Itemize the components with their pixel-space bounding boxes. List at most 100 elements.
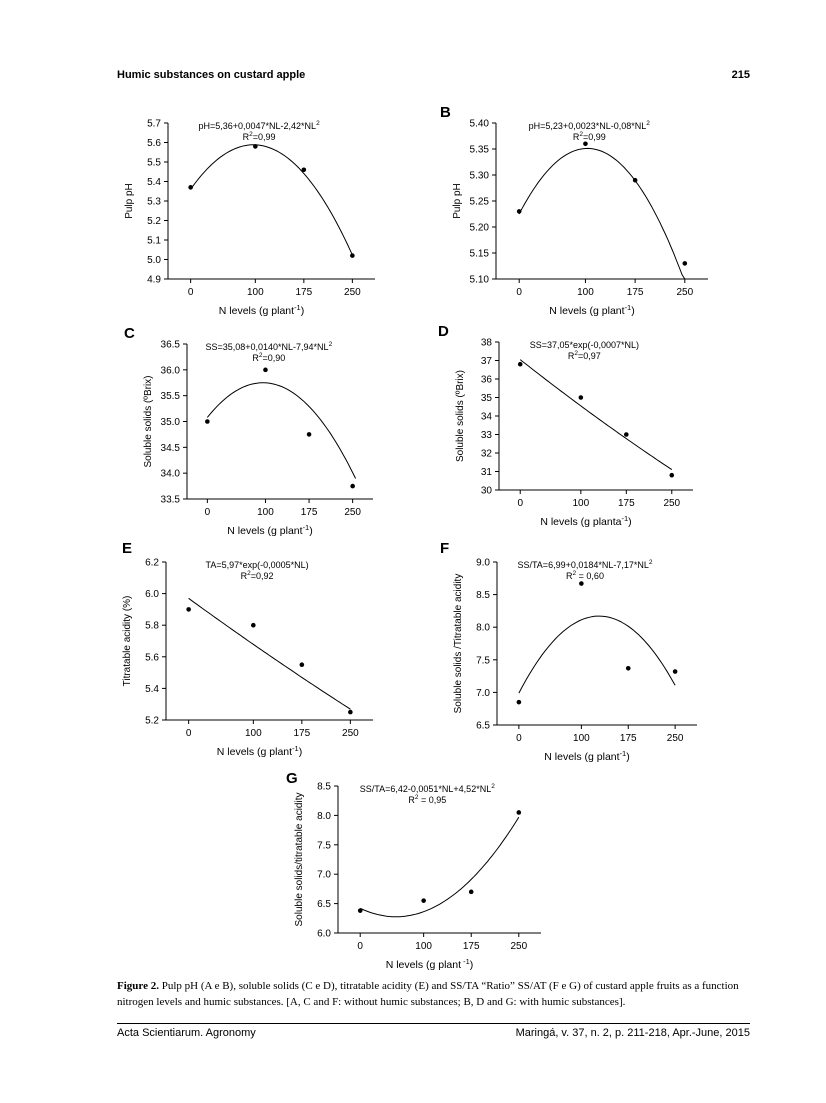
panel-g-x-tick-label: 250 bbox=[510, 941, 527, 952]
panel-a-y-tick-label: 5.2 bbox=[147, 216, 161, 227]
panel-d-data-point bbox=[517, 361, 523, 367]
running-head: Humic substances on custard apple 215 bbox=[117, 69, 750, 85]
panel-e-y-tick-label: 5.4 bbox=[145, 684, 159, 695]
panel-c-y-tick-label: 34.5 bbox=[161, 443, 181, 454]
panel-f-x-tick-label: 250 bbox=[667, 733, 684, 744]
panel-e-y-tick-label: 6.0 bbox=[145, 589, 159, 600]
panel-c-data-point bbox=[306, 432, 312, 437]
panel-c-y-tick-label: 36.5 bbox=[161, 340, 181, 351]
panel-b-y-tick-label: 5.40 bbox=[470, 119, 490, 130]
panel-f-y-tick-label: 9.0 bbox=[476, 558, 490, 569]
panel-a-equation: pH=5,36+0,0047*NL-2,42*NL2 bbox=[198, 120, 320, 131]
panel-f-equation: SS/TA=6,99+0,0184*NL-7,17*NL2 bbox=[517, 559, 652, 570]
panel-e-fit-curve bbox=[188, 597, 351, 710]
panel-b-data-point bbox=[632, 177, 638, 183]
panel-e-x-tick-label: 0 bbox=[186, 728, 192, 739]
page-number: 215 bbox=[731, 69, 750, 81]
panel-g-data-point bbox=[516, 810, 522, 815]
panel-c-y-tick-label: 35.5 bbox=[161, 391, 181, 402]
panel-f-y-tick-label: 7.0 bbox=[476, 688, 490, 699]
panel-b-y-tick-label: 5.30 bbox=[470, 171, 490, 182]
panel-f-fit-curve bbox=[518, 615, 676, 694]
panel-a-chart: 4.9 5.0 5.1 5.2 5.3 5.4 5.5 5.6 5.7 0 100 175 250 N l… bbox=[124, 119, 375, 317]
panel-f-y-axis-label: Soluble solids /Titratable acidity bbox=[453, 574, 464, 714]
panel-c-x-tick-label: 0 bbox=[205, 507, 211, 518]
panel-a-y-tick-label: 5.1 bbox=[147, 236, 161, 247]
panel-b-x-tick-label: 250 bbox=[676, 287, 693, 298]
panel-d-y-tick-label: 35 bbox=[481, 393, 493, 404]
panel-a-y-tick-label: 5.5 bbox=[147, 158, 161, 169]
panel-d-fit-curve bbox=[519, 359, 673, 471]
panel-g-data-point bbox=[357, 908, 363, 913]
panel-g-x-axis-label: N levels (g plant -1) bbox=[386, 957, 474, 971]
panel-c-equation: SS=35,08+0,0140*NL-7,94*NL2 bbox=[205, 341, 332, 352]
panel-d-x-tick-label: 250 bbox=[663, 498, 680, 509]
panel-b-y-tick-label: 5.35 bbox=[470, 145, 490, 156]
panel-c-r-squared: R2=0,90 bbox=[252, 352, 285, 363]
panel-f-chart: 6.5 7.0 7.5 8.0 8.5 9.0 0 100 175 250 N levels (g … bbox=[440, 540, 697, 763]
panel-c-y-tick-label: 34.0 bbox=[161, 469, 181, 480]
panel-b-x-tick-label: 175 bbox=[627, 287, 644, 298]
panel-a-y-tick-label: 5.4 bbox=[147, 177, 161, 188]
panel-a-y-tick-label: 5.3 bbox=[147, 197, 161, 208]
panel-a-x-tick-label: 100 bbox=[247, 287, 264, 298]
panel-g-panel-letter: G bbox=[286, 770, 298, 787]
panel-a-x-tick-label: 175 bbox=[296, 287, 313, 298]
panel-c-fit-curve bbox=[206, 382, 357, 479]
panel-b-data-point bbox=[516, 209, 522, 214]
panel-d-x-axis-label: N levels (g planta-1) bbox=[540, 514, 631, 528]
panel-g-y-tick-label: 7.5 bbox=[317, 840, 331, 851]
panel-c-y-tick-label: 33.5 bbox=[161, 495, 181, 506]
panel-d-y-tick-label: 37 bbox=[481, 356, 493, 367]
panel-f-y-tick-label: 8.5 bbox=[476, 590, 490, 601]
panel-e-r-squared: R2=0,92 bbox=[241, 570, 274, 581]
panel-b-x-tick-label: 100 bbox=[577, 287, 594, 298]
panel-d-y-tick-label: 36 bbox=[481, 375, 493, 386]
panel-e-data-point bbox=[251, 622, 256, 628]
panel-a-y-axis-label: Pulp pH bbox=[124, 183, 135, 219]
panel-d-y-tick-label: 30 bbox=[481, 486, 493, 497]
panel-e-y-tick-label: 5.8 bbox=[145, 621, 159, 632]
citation: Maringá, v. 37, n. 2, p. 211-218, Apr.-J… bbox=[515, 1027, 750, 1039]
panel-g-chart: 6.0 6.5 7.0 7.5 8.0 8.5 0 100 175 250 N levels (g … bbox=[286, 770, 541, 971]
panel-g-y-tick-label: 6.0 bbox=[317, 929, 331, 940]
panel-a-r-squared: R2=0,99 bbox=[243, 131, 276, 142]
panel-g-data-point bbox=[421, 898, 426, 903]
figure-caption: Figure 2. Pulp pH (A e B), soluble solid… bbox=[117, 978, 750, 1010]
panel-a-data-point bbox=[253, 144, 258, 149]
panel-b-r-squared: R2=0,99 bbox=[573, 131, 606, 142]
panel-e-data-point bbox=[348, 709, 353, 715]
panel-f-data-point bbox=[516, 699, 522, 705]
panel-f-x-tick-label: 0 bbox=[516, 733, 522, 744]
panel-f-x-tick-label: 100 bbox=[573, 733, 590, 744]
panel-g-y-tick-label: 7.0 bbox=[317, 870, 331, 881]
panel-c-data-point bbox=[263, 367, 268, 373]
panel-f-x-tick-label: 175 bbox=[620, 733, 637, 744]
panel-b-y-axis-label: Pulp pH bbox=[452, 183, 463, 219]
panel-d-equation: SS=37,05*exp(-0,0007*NL) bbox=[530, 340, 639, 350]
panel-b-data-point bbox=[583, 141, 588, 147]
panel-c-panel-letter: C bbox=[124, 325, 135, 342]
panel-g-r-squared: R2 = 0,95 bbox=[408, 794, 446, 805]
panel-b-y-tick-label: 5.25 bbox=[470, 197, 490, 208]
panel-d-x-tick-label: 175 bbox=[618, 498, 635, 509]
panel-a-y-tick-label: 5.7 bbox=[147, 119, 161, 130]
footer: Acta Scientiarum. Agronomy Maringá, v. 3… bbox=[117, 1027, 750, 1041]
panel-f-data-point bbox=[579, 581, 584, 586]
panel-g-equation: SS/TA=6,42-0,0051*NL+4,52*NL2 bbox=[360, 783, 495, 794]
caption-text: Pulp pH (A e B), soluble solids (C e D),… bbox=[117, 980, 739, 1008]
panel-a-y-tick-label: 4.9 bbox=[147, 275, 161, 286]
panel-g-fit-curve bbox=[359, 816, 520, 918]
panel-d-data-point bbox=[624, 432, 629, 437]
panel-e-x-tick-label: 100 bbox=[245, 728, 262, 739]
panel-d-y-tick-label: 38 bbox=[481, 338, 493, 349]
panel-d-y-tick-label: 31 bbox=[481, 467, 493, 478]
panel-f-data-point bbox=[672, 669, 678, 674]
panel-b-panel-letter: B bbox=[440, 104, 451, 121]
panel-g-x-tick-label: 100 bbox=[415, 941, 432, 952]
panel-d-data-point bbox=[669, 472, 675, 478]
panel-e-chart: 5.2 5.4 5.6 5.8 6.0 6.2 0 100 175 250 N levels (g … bbox=[122, 540, 373, 758]
panel-e-y-axis-label: Titratable acidity (%) bbox=[122, 596, 133, 687]
panel-c-x-tick-label: 175 bbox=[301, 507, 318, 518]
panel-a-x-tick-label: 0 bbox=[188, 287, 194, 298]
